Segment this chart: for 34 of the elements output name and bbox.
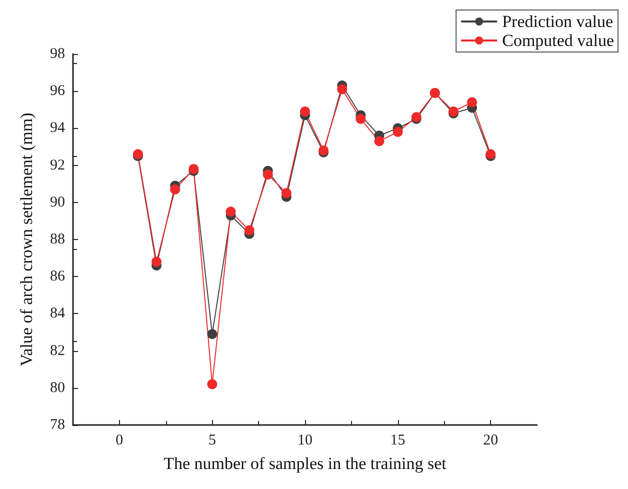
point [244, 225, 254, 236]
y-tick-label: 82 [50, 342, 65, 359]
y-tick-label: 98 [50, 46, 65, 62]
point [207, 329, 218, 340]
y-tick-label: 86 [50, 268, 66, 285]
x-tick-label: 5 [208, 432, 216, 448]
point [281, 188, 292, 198]
x-tick-label: 15 [390, 432, 406, 448]
point [226, 206, 236, 217]
y-axis-title: Value of arch crown settlement (mm) [17, 112, 36, 366]
point [207, 379, 218, 390]
point [467, 97, 478, 108]
point [152, 256, 162, 267]
y-tick-label: 88 [50, 232, 65, 248]
point [356, 114, 366, 124]
legend-label: Prediction value [502, 12, 614, 31]
point [300, 106, 310, 116]
y-tick-label: 92 [50, 157, 65, 174]
x-tick-label: 0 [116, 432, 124, 448]
y-tick-label: 94 [50, 120, 66, 136]
x-tick-label: 20 [483, 432, 498, 448]
y-tick-label: 84 [50, 306, 66, 322]
y-tick-label: 96 [50, 83, 66, 100]
y-tick-label: 90 [50, 194, 65, 210]
x-tick-label: 10 [298, 432, 312, 448]
x-axis-title: The number of samples in the training set [164, 454, 447, 473]
point [170, 184, 180, 194]
y-tick-label: 78 [50, 417, 65, 433]
point [262, 170, 273, 180]
point [392, 126, 403, 137]
point [337, 84, 348, 94]
legend-label: Computed value [502, 31, 614, 50]
point [374, 136, 384, 146]
y-tick-label: 80 [50, 380, 65, 396]
